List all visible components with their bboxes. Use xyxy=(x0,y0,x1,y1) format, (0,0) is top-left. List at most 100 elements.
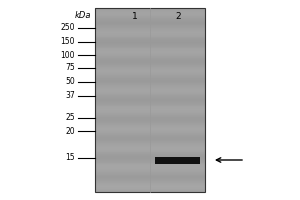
Bar xyxy=(95,140,205,141)
Bar xyxy=(95,156,205,157)
Bar xyxy=(95,136,205,137)
Bar xyxy=(95,9,205,10)
Bar xyxy=(95,29,205,30)
Bar xyxy=(95,57,205,58)
Bar xyxy=(95,46,205,47)
Bar xyxy=(95,166,205,167)
Text: 75: 75 xyxy=(65,64,75,72)
Bar xyxy=(95,153,205,154)
Bar xyxy=(95,15,205,16)
Bar xyxy=(95,33,205,34)
Bar xyxy=(95,141,205,142)
Bar xyxy=(95,66,205,67)
Bar xyxy=(95,36,205,37)
Bar xyxy=(95,105,205,106)
Bar xyxy=(95,107,205,108)
Text: 50: 50 xyxy=(65,77,75,86)
Bar xyxy=(95,48,205,49)
Bar xyxy=(95,31,205,32)
Bar xyxy=(95,67,205,68)
Bar xyxy=(95,54,205,55)
Text: 1: 1 xyxy=(132,12,138,21)
Bar xyxy=(95,91,205,92)
Bar xyxy=(95,113,205,114)
Bar xyxy=(95,72,205,73)
Bar xyxy=(95,179,205,180)
Bar xyxy=(95,148,205,149)
Bar xyxy=(95,37,205,38)
Bar xyxy=(95,122,205,123)
Bar xyxy=(95,115,205,116)
Bar xyxy=(95,187,205,188)
Bar xyxy=(95,108,205,109)
Bar xyxy=(95,125,205,126)
Bar xyxy=(95,32,205,33)
Bar xyxy=(95,42,205,43)
Bar xyxy=(95,49,205,50)
Bar xyxy=(95,8,205,9)
Bar xyxy=(95,143,205,144)
Bar xyxy=(95,117,205,118)
Bar xyxy=(95,120,205,121)
Bar xyxy=(95,132,205,133)
Bar xyxy=(95,83,205,84)
Text: 2: 2 xyxy=(175,12,181,21)
Bar xyxy=(95,131,205,132)
Bar xyxy=(95,155,205,156)
Bar xyxy=(95,87,205,88)
Text: 20: 20 xyxy=(65,127,75,136)
Text: 150: 150 xyxy=(61,38,75,46)
Bar xyxy=(95,180,205,181)
Bar xyxy=(95,181,205,182)
Bar xyxy=(95,158,205,159)
Bar xyxy=(95,106,205,107)
Bar xyxy=(95,55,205,56)
Bar xyxy=(95,30,205,31)
Bar xyxy=(95,65,205,66)
Bar xyxy=(95,14,205,15)
Bar xyxy=(95,178,205,179)
Bar xyxy=(95,165,205,166)
Bar xyxy=(95,76,205,77)
Bar xyxy=(95,130,205,131)
Bar xyxy=(95,39,205,40)
Bar xyxy=(95,110,205,111)
Bar xyxy=(95,176,205,177)
Bar xyxy=(95,164,205,165)
Bar xyxy=(95,96,205,97)
Bar xyxy=(95,167,205,168)
Bar xyxy=(95,81,205,82)
Bar xyxy=(95,61,205,62)
Bar xyxy=(95,53,205,54)
Bar xyxy=(95,60,205,61)
Bar xyxy=(95,19,205,20)
Bar xyxy=(95,128,205,129)
Bar xyxy=(95,52,205,53)
Bar xyxy=(95,13,205,14)
Bar xyxy=(95,186,205,187)
Bar xyxy=(95,89,205,90)
Bar xyxy=(95,147,205,148)
Bar xyxy=(95,28,205,29)
Text: kDa: kDa xyxy=(74,11,91,20)
Bar xyxy=(95,50,205,51)
Bar xyxy=(95,100,205,101)
Bar xyxy=(95,95,205,96)
Bar xyxy=(95,22,205,23)
Bar xyxy=(95,16,205,17)
Bar xyxy=(95,82,205,83)
Bar xyxy=(95,190,205,191)
Bar xyxy=(95,73,205,74)
Bar xyxy=(95,188,205,189)
Bar xyxy=(95,119,205,120)
Bar xyxy=(95,44,205,45)
Bar xyxy=(95,118,205,119)
Bar xyxy=(95,51,205,52)
Bar xyxy=(95,160,205,161)
Bar xyxy=(95,142,205,143)
Bar xyxy=(95,56,205,57)
Bar xyxy=(95,34,205,35)
Bar xyxy=(95,137,205,138)
Bar xyxy=(95,114,205,115)
Bar xyxy=(95,78,205,79)
